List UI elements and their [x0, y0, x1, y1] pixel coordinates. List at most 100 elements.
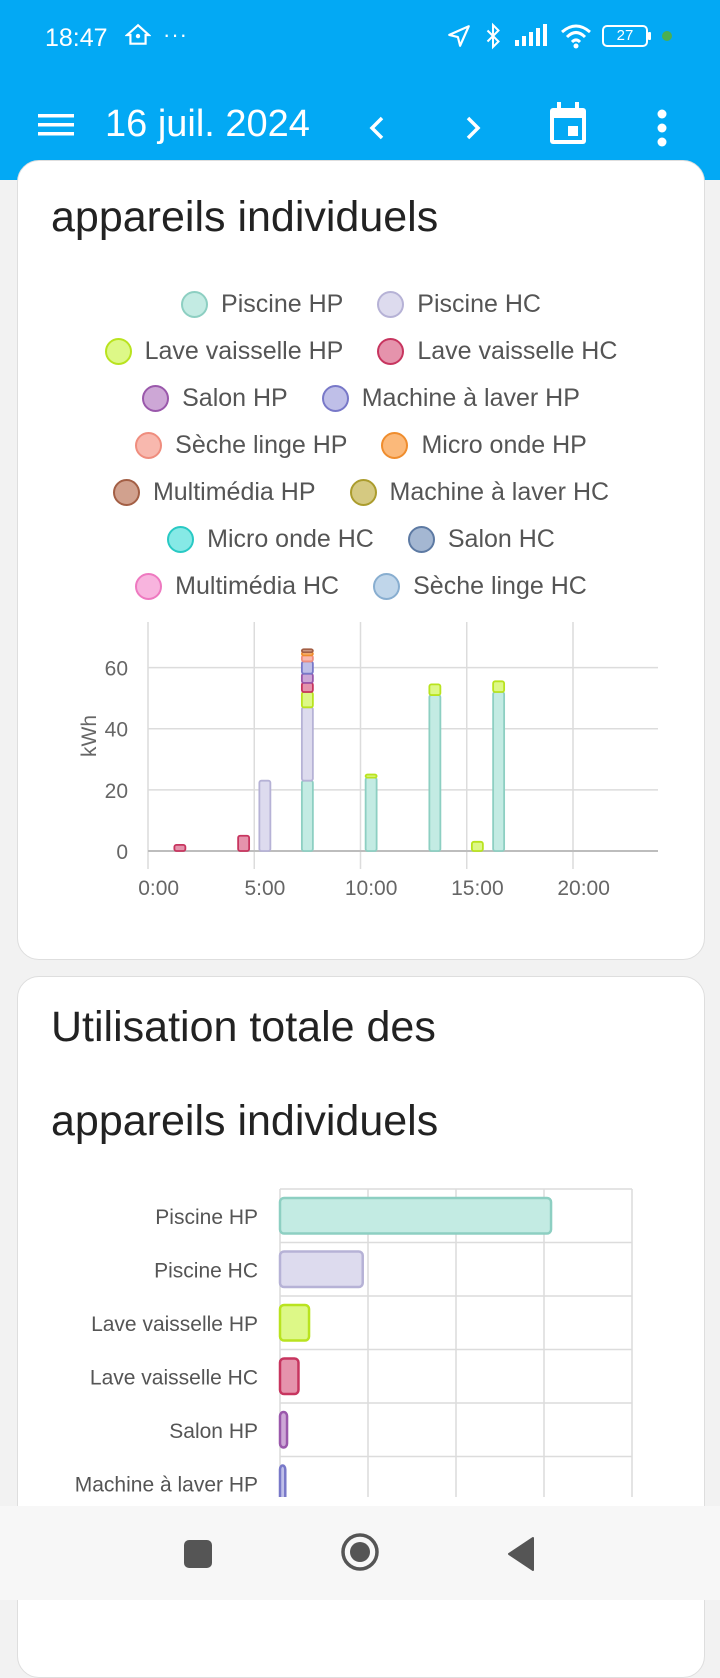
chart-legend: Piscine HP Piscine HC Lave vaisselle HP Lav… [18, 281, 704, 610]
bar-segment[interactable] [237, 834, 251, 852]
category-label: Lave vaisselle HP [91, 1313, 258, 1336]
legend-label: Piscine HC [417, 290, 541, 318]
bar-segment[interactable] [300, 681, 314, 693]
legend-label: Lave vaisselle HP [144, 337, 344, 365]
home-button[interactable] [340, 1532, 380, 1572]
legend-item[interactable]: Multimédia HP [112, 478, 316, 507]
legend-item[interactable]: Multimédia HC [135, 572, 339, 601]
legend-item[interactable]: Piscine HP [181, 290, 343, 319]
legend-item[interactable]: Salon HP [142, 384, 288, 413]
signal-icon [515, 24, 547, 46]
bar-segment[interactable] [300, 654, 314, 663]
y-axis-label: kWh [78, 715, 101, 757]
more-vertical-icon[interactable] [656, 108, 668, 148]
x-tick-label: 20:00 [557, 877, 610, 900]
menu-icon[interactable] [38, 110, 74, 140]
location-icon [448, 25, 470, 47]
legend-item[interactable]: Piscine HC [377, 290, 541, 319]
bar-segment[interactable] [300, 648, 314, 654]
total-usage-bar-chart: Piscine HP Piscine HC Lave vaisselle HP Lav… [75, 1188, 633, 1498]
card-title: appareils individuels [51, 193, 439, 241]
chevron-right-icon[interactable] [460, 110, 484, 146]
bar-segment[interactable] [470, 840, 484, 852]
calendar-icon[interactable] [548, 102, 588, 146]
bar-segment[interactable] [428, 694, 442, 852]
status-time: 18:47 [45, 24, 108, 52]
card-title-line2: appareils individuels [51, 1097, 439, 1145]
bar-segment[interactable] [492, 680, 506, 693]
bar-segment[interactable] [364, 776, 378, 852]
legend-row: Micro onde HC Salon HC [18, 516, 704, 563]
legend-swatch [142, 385, 170, 412]
bar-segment[interactable] [300, 672, 314, 684]
bar-segment[interactable] [300, 779, 314, 852]
legend-swatch [135, 432, 163, 459]
privacy-dot [662, 31, 672, 41]
category-label: Piscine HP [155, 1206, 258, 1229]
legend-item[interactable]: Machine à laver HP [321, 384, 580, 413]
legend-item[interactable]: Sèche linge HP [135, 431, 347, 460]
legend-label: Micro onde HP [421, 431, 587, 459]
legend-row: Lave vaisselle HP Lave vaisselle HC [18, 328, 704, 375]
legend-label: Micro onde HC [207, 525, 374, 553]
y-tick-label: 20 [105, 780, 128, 803]
bar-segment[interactable] [300, 706, 314, 782]
legend-swatch [377, 338, 405, 365]
legend-item[interactable]: Machine à laver HC [349, 478, 609, 507]
home-assistant-icon [125, 23, 151, 45]
legend-swatch [321, 385, 349, 412]
category-label: Piscine HC [154, 1259, 258, 1282]
total-bar[interactable] [278, 1250, 364, 1289]
x-tick-label: 10:00 [345, 877, 398, 900]
legend-label: Salon HC [447, 525, 555, 553]
total-bar[interactable] [278, 1196, 553, 1235]
legend-item[interactable]: Lave vaisselle HC [377, 337, 617, 366]
legend-label: Multimédia HC [175, 572, 340, 600]
bar-segment[interactable] [173, 843, 187, 852]
card-title-line1: Utilisation totale des [51, 1003, 436, 1051]
y-tick-label: 60 [105, 658, 128, 681]
total-bar[interactable] [278, 1357, 300, 1396]
legend-label: Sèche linge HC [413, 572, 587, 600]
bar-segment[interactable] [258, 779, 272, 852]
legend-swatch [377, 291, 405, 318]
legend-item[interactable]: Micro onde HC [167, 525, 374, 554]
legend-swatch [407, 526, 435, 553]
hourly-stacked-bar-chart: 0 20 40 60 0:00 5:00 10:00 15:00 20:00 kWh [78, 622, 658, 900]
category-label: Lave vaisselle HC [90, 1366, 258, 1389]
wifi-icon [561, 24, 591, 49]
y-tick-label: 0 [116, 841, 128, 864]
total-bar[interactable] [278, 1464, 287, 1498]
legend-item[interactable]: Salon HC [407, 525, 555, 554]
more-notifications-icon: ··· [163, 22, 188, 47]
bar-segment[interactable] [364, 773, 378, 779]
legend-label: Sèche linge HP [175, 431, 348, 459]
legend-row: Multimédia HC Sèche linge HC [18, 563, 704, 610]
chevron-left-icon[interactable] [366, 110, 390, 146]
bar-segment[interactable] [300, 691, 314, 709]
x-tick-label: 0:00 [138, 877, 179, 900]
bar-segment[interactable] [492, 691, 506, 852]
system-nav-bar [0, 1506, 720, 1600]
date-title[interactable]: 16 juil. 2024 [105, 103, 310, 145]
energy-chart-card: appareils individuels Piscine HP Piscine … [17, 160, 705, 960]
legend-label: Piscine HP [221, 290, 344, 318]
legend-label: Lave vaisselle HC [417, 337, 618, 365]
x-tick-label: 5:00 [244, 877, 285, 900]
bar-segment[interactable] [300, 660, 314, 675]
bluetooth-icon [486, 22, 500, 50]
legend-item[interactable]: Micro onde HP [381, 431, 587, 460]
legend-item[interactable]: Sèche linge HC [373, 572, 587, 601]
total-bar[interactable] [278, 1410, 289, 1449]
battery-indicator: 27 [602, 25, 651, 47]
back-button[interactable] [505, 1536, 537, 1572]
legend-swatch [112, 479, 140, 506]
legend-row: Piscine HP Piscine HC [18, 281, 704, 328]
bar-segment[interactable] [428, 683, 442, 696]
category-label: Machine à laver HP [75, 1473, 258, 1496]
legend-item[interactable]: Lave vaisselle HP [104, 337, 344, 366]
recents-button[interactable] [184, 1540, 212, 1568]
total-bar[interactable] [278, 1303, 311, 1342]
legend-swatch [167, 526, 195, 553]
legend-row: Sèche linge HP Micro onde HP [18, 422, 704, 469]
